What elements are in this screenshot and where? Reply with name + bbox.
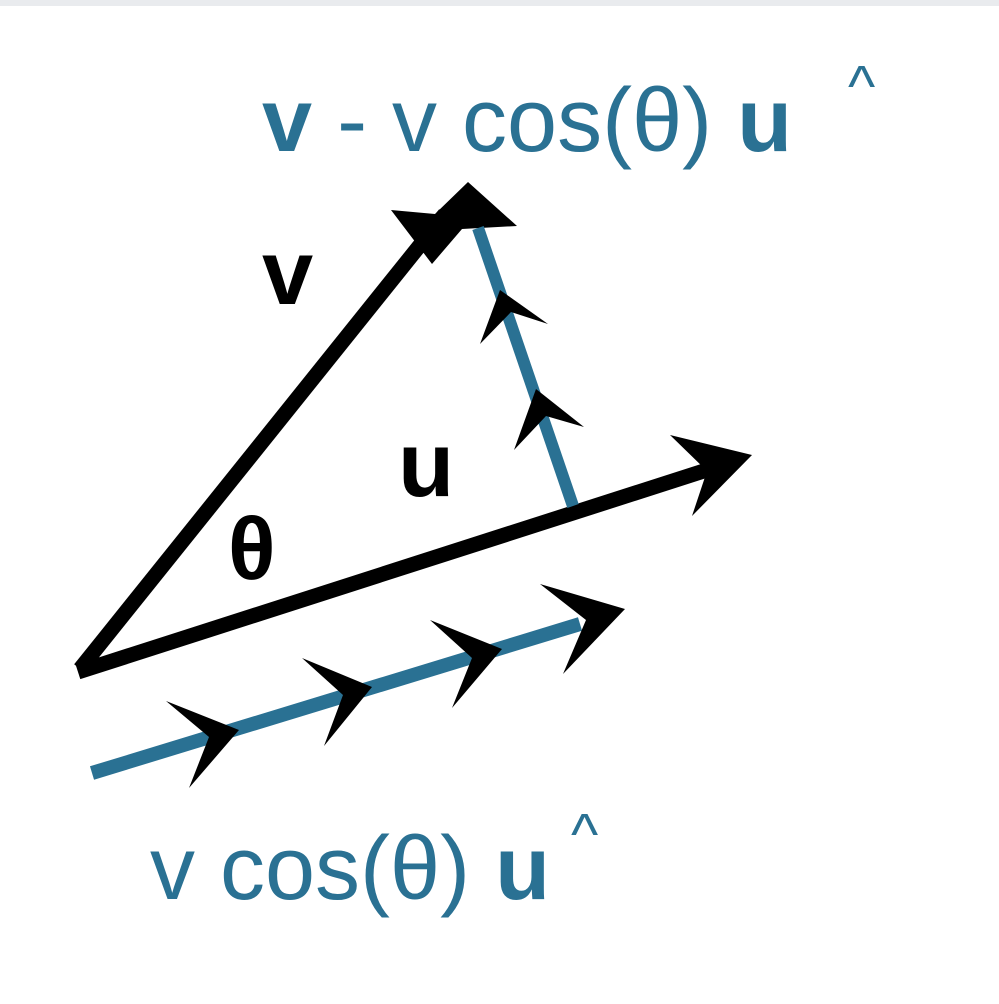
perp-v-bold: v — [262, 71, 312, 171]
vector-v-line — [74, 209, 451, 674]
perpendicular-component-line — [472, 226, 579, 508]
perp-u-bold: u — [737, 71, 792, 171]
projection-formula: v cos(θ) u — [150, 819, 550, 919]
perp-rest: - v cos(θ) — [312, 71, 737, 171]
perp-u-hat: ^ — [848, 54, 875, 119]
projection-arrowhead-4 — [540, 584, 625, 674]
perpendicular-arrowhead-2 — [514, 389, 584, 450]
label-v: v — [262, 222, 313, 324]
proj-u-hat: ^ — [571, 802, 598, 867]
proj-u-bold: u — [495, 819, 550, 919]
vector-projection-diagram: v u θ v - v cos(θ) u ^ v cos(θ) u ^ — [74, 54, 875, 919]
vector-u-line — [75, 461, 713, 680]
label-u: u — [398, 414, 454, 516]
perpendicular-arrowhead-1 — [480, 290, 548, 344]
perpendicular-formula: v - v cos(θ) u — [262, 71, 792, 171]
label-theta: θ — [228, 499, 276, 598]
projection-arrowhead-3 — [430, 620, 502, 708]
projection-arrowhead-1 — [166, 701, 239, 788]
vector-u-arrowhead — [670, 435, 752, 516]
projection-arrowhead-2 — [302, 658, 372, 746]
proj-rest: v cos(θ) — [150, 819, 495, 919]
vector-v-arrowhead — [391, 182, 517, 264]
